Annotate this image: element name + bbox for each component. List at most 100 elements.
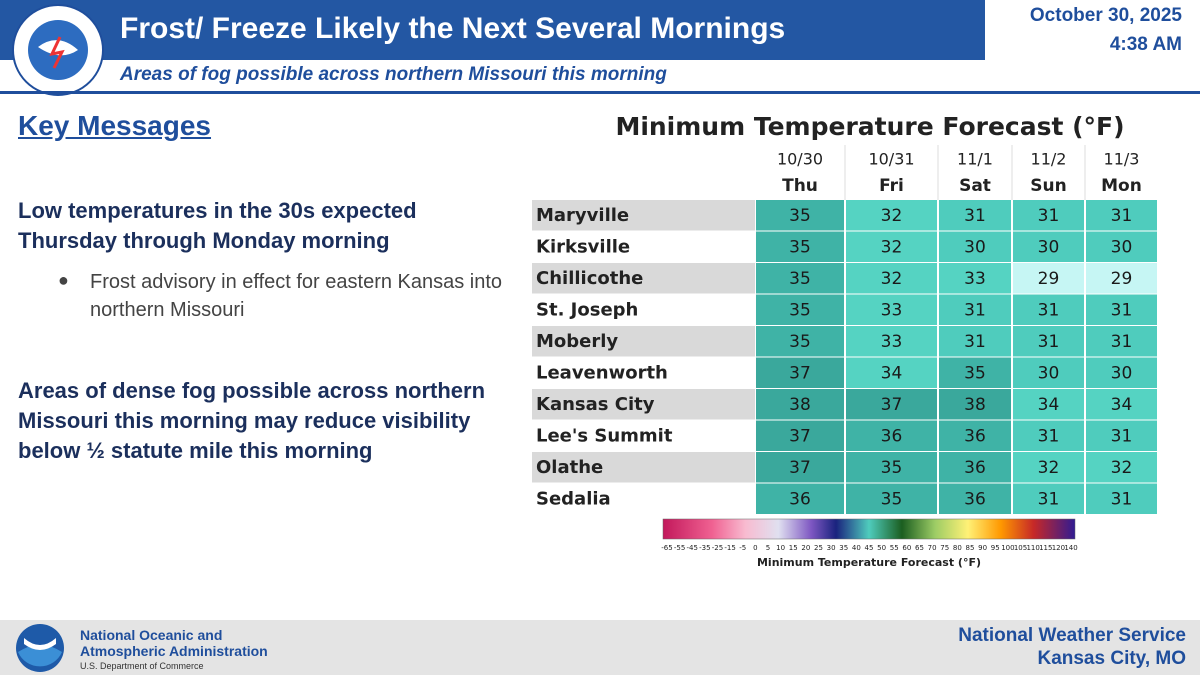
cell-value: 38 (789, 395, 811, 415)
cell (846, 483, 937, 514)
cell-value: 32 (881, 237, 903, 257)
cell (756, 357, 844, 388)
cell-value: 36 (789, 489, 811, 509)
divider (0, 91, 1200, 94)
column-date: 11/1 (957, 150, 993, 169)
legend-tick-label: 0 (753, 544, 757, 552)
org-line: Atmospheric Administration (80, 643, 268, 659)
legend-tick-label: 95 (991, 544, 1000, 552)
cell (939, 326, 1011, 357)
row-stripe (532, 263, 755, 294)
cell-value: 35 (881, 489, 903, 509)
legend-tick-label: 115 (1039, 544, 1052, 552)
legend-tick-label: 45 (865, 544, 874, 552)
cell (1086, 483, 1157, 514)
cell-value: 37 (789, 363, 811, 383)
cell (846, 231, 937, 262)
city: Kirksville (536, 236, 630, 257)
cell (1013, 200, 1084, 231)
cell (756, 389, 844, 420)
message: Areas of dense fog possible across north… (18, 378, 486, 463)
cell (1086, 200, 1157, 231)
cell-value: 31 (1038, 426, 1060, 446)
row-stripe (532, 483, 755, 514)
legend-tick-label: 105 (1014, 544, 1027, 552)
cell (756, 483, 844, 514)
cell (756, 200, 844, 231)
cell (939, 231, 1011, 262)
cell (1086, 389, 1157, 420)
cell (939, 357, 1011, 388)
cell-value: 35 (789, 300, 811, 320)
noaa-logo (16, 624, 64, 672)
cell-value: 35 (881, 458, 903, 478)
cell-value: 31 (964, 300, 986, 320)
cell-value: 29 (1111, 269, 1133, 289)
cell-value: 35 (789, 332, 811, 352)
cell (1086, 263, 1157, 294)
column-date: 11/3 (1104, 150, 1140, 169)
cell-value: 33 (881, 332, 903, 352)
key-messages-heading: Key Messages (18, 110, 212, 141)
cell (1013, 357, 1084, 388)
cell (846, 200, 937, 231)
cell-value: 36 (964, 426, 986, 446)
legend-tick-label: 60 (902, 544, 911, 552)
column-day: Sat (959, 176, 991, 196)
cell (846, 326, 937, 357)
legend-tick-label: 100 (1001, 544, 1014, 552)
cell (939, 389, 1011, 420)
cell (846, 420, 937, 451)
dept: U.S. Department of Commerce (80, 661, 204, 671)
cell-value: 33 (881, 300, 903, 320)
cell (846, 389, 937, 420)
cell (846, 452, 937, 483)
cell-value: 31 (1038, 489, 1060, 509)
cell (756, 294, 844, 325)
cell-value: 36 (881, 426, 903, 446)
cell-value: 32 (1111, 458, 1133, 478)
column-day: Sun (1030, 176, 1066, 196)
city: Leavenworth (536, 362, 668, 383)
cell-value: 36 (964, 489, 986, 509)
cell-value: 31 (1038, 332, 1060, 352)
legend-tick-label: -5 (739, 544, 746, 552)
legend-label: Minimum Temperature Forecast (°F) (757, 556, 981, 569)
cell-value: 30 (1038, 237, 1060, 257)
column-day: Fri (879, 176, 904, 196)
cell-value: 31 (1038, 206, 1060, 226)
legend-tick-label: 50 (877, 544, 886, 552)
column-date: 10/30 (777, 150, 823, 169)
row-stripe (532, 294, 755, 325)
city: Chillicothe (536, 268, 643, 289)
header-bar (0, 0, 985, 60)
cell-value: 30 (1111, 237, 1133, 257)
cell (939, 420, 1011, 451)
location: Kansas City, MO (1037, 648, 1186, 669)
legend-tick-label: 20 (801, 544, 810, 552)
cell-value: 31 (1111, 332, 1133, 352)
cell (1013, 326, 1084, 357)
cell-value: 34 (1111, 395, 1133, 415)
cell (756, 231, 844, 262)
table-title: Minimum Temperature Forecast (°F) (615, 112, 1124, 141)
footer (0, 620, 1200, 675)
time: 4:38 AM (1109, 34, 1182, 55)
column-day: Mon (1101, 176, 1142, 196)
column-date: 10/31 (868, 150, 914, 169)
cell (756, 263, 844, 294)
cell-value: 37 (789, 458, 811, 478)
legend-tick-label: 85 (966, 544, 975, 552)
cell-value: 38 (964, 395, 986, 415)
cell-value: 32 (881, 269, 903, 289)
cell-value: 31 (1038, 300, 1060, 320)
cell-value: 32 (881, 206, 903, 226)
city: Maryville (536, 205, 629, 226)
cell (756, 326, 844, 357)
cell-value: 29 (1038, 269, 1060, 289)
row-stripe (532, 326, 755, 357)
forecast-table: Minimum Temperature Forecast (°F) Minimu… (532, 112, 1157, 569)
legend-tick-label: -15 (724, 544, 735, 552)
legend-tick-label: 65 (915, 544, 924, 552)
legend-tick-label: 10 (776, 544, 785, 552)
